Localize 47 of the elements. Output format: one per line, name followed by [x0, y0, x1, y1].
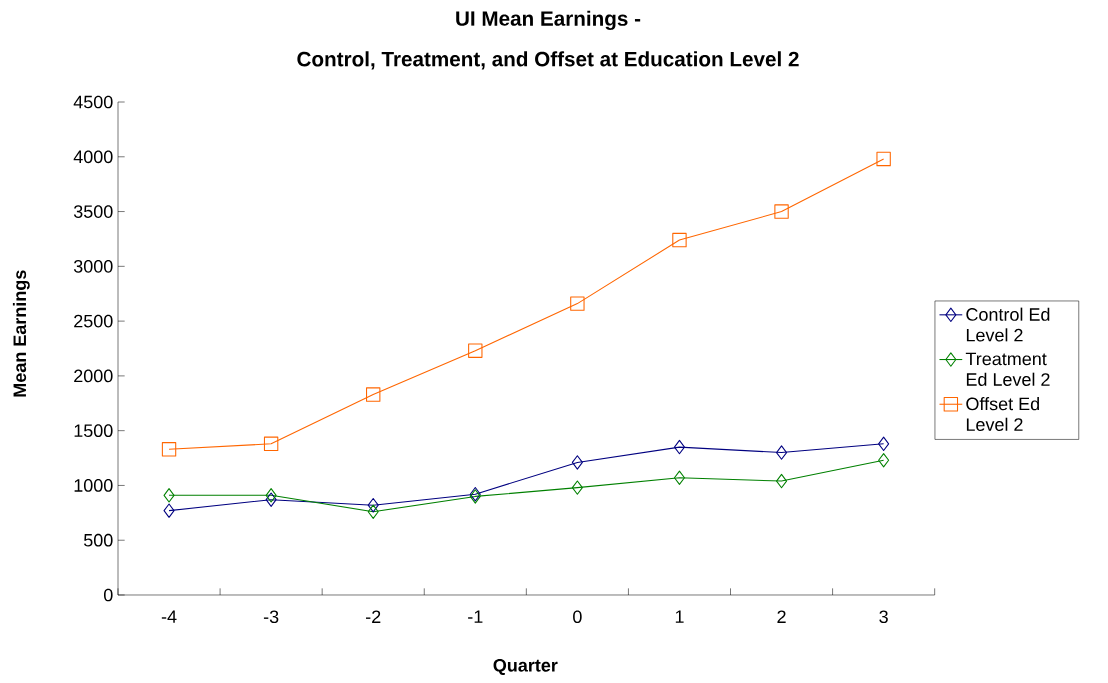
point [265, 488, 277, 503]
chart-subtitle: Control, Treatment, and Offset at Education Level 2 [297, 51, 799, 70]
y-tick-label: 2500 [74, 314, 113, 328]
x-tick-label: -4 [161, 610, 177, 623]
point [673, 439, 685, 455]
y-tick-label: 3000 [73, 259, 113, 273]
x-tick-label: 2 [777, 610, 786, 623]
point [672, 232, 687, 248]
point [367, 497, 379, 513]
point [163, 488, 175, 503]
point [570, 296, 585, 311]
point [878, 436, 890, 452]
y-axis-title: Mean Earnings [12, 270, 30, 397]
point [367, 504, 379, 519]
x-tick-label: -1 [468, 610, 483, 623]
y-tick-label: 1500 [74, 424, 113, 438]
point [673, 470, 685, 485]
point [776, 473, 788, 489]
point [878, 453, 890, 468]
y-tick-label: 4500 [73, 95, 113, 109]
point [366, 387, 381, 402]
x-tick-label: 1 [675, 610, 684, 623]
point [161, 442, 177, 457]
point [774, 204, 789, 219]
x-axis-title: Quarter [493, 658, 558, 676]
point [263, 436, 279, 452]
y-tick-label: 2000 [74, 369, 113, 383]
point [468, 343, 483, 358]
y-tick-label: 1000 [74, 479, 113, 492]
y-tick-label: 3500 [73, 205, 113, 218]
x-tick-label: -2 [366, 610, 381, 623]
point [265, 492, 277, 507]
point [571, 480, 583, 495]
y-tick-label: 4000 [73, 150, 113, 164]
legend-label: Control Ed Level 2 [966, 307, 1050, 342]
x-tick-label: 0 [573, 610, 582, 624]
chart-title: UI Mean Earnings - [456, 10, 641, 30]
point [876, 151, 891, 167]
y-tick-label: 0 [103, 588, 113, 602]
point [776, 445, 788, 460]
y-tick-label: 500 [83, 533, 113, 547]
legend-label: Treatment Ed Level 2 [965, 352, 1050, 386]
x-tick-label: 3 [879, 610, 888, 624]
x-tick-label: -3 [263, 610, 279, 624]
point [163, 503, 175, 518]
legend-label: Offset Ed Level 2 [966, 397, 1039, 431]
point [571, 455, 583, 470]
